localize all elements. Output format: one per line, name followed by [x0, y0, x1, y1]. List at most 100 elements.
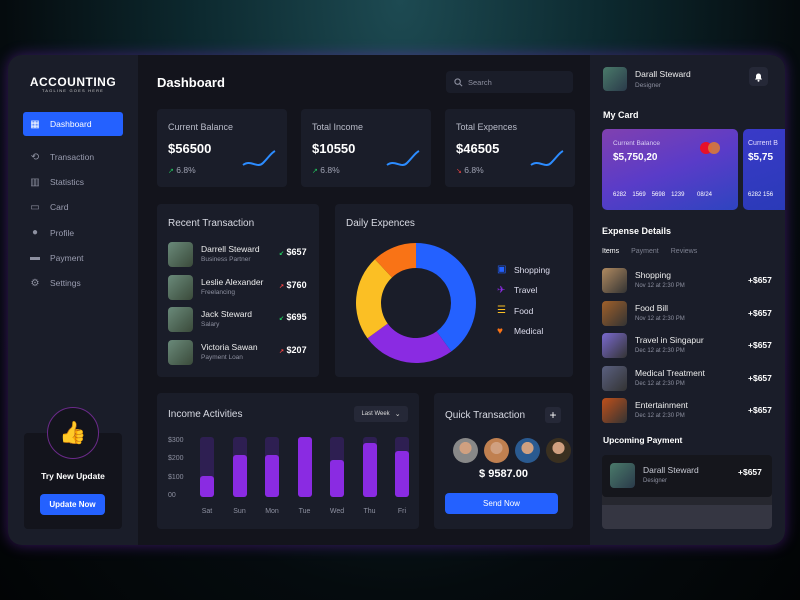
legend-label: Food [514, 305, 534, 316]
tab-payment[interactable]: Payment [631, 248, 659, 255]
search-input[interactable]: Search [446, 71, 573, 93]
legend-label: Travel [514, 285, 538, 295]
sidebar-item-payment[interactable]: ▬ Payment [23, 246, 123, 270]
transaction-row[interactable]: Darrell Steward Business Partner ↙ $657 [168, 242, 313, 268]
contact-avatar[interactable] [546, 438, 571, 463]
tab-reviews[interactable]: Reviews [670, 248, 698, 255]
stat-change: 6.8% [464, 165, 484, 175]
avatar [168, 242, 193, 267]
upcoming-name: Darall Steward [643, 465, 699, 475]
card-expiry: 08/24 [697, 192, 713, 198]
card-number-group: 1239 [671, 192, 685, 198]
profile-role: Designer [635, 82, 662, 89]
transaction-amount: $657 [286, 247, 307, 257]
daily-expences-card: Daily Expences ▣ Shopping ✈ Travel ☰ Food ♥ Med… [335, 204, 573, 377]
upcoming-amount: +$657 [738, 467, 762, 477]
expense-amount: +$657 [748, 372, 772, 383]
expense-date: Nov 12 at 2:30 PM [635, 315, 685, 322]
transaction-name: Jack Steward [201, 309, 253, 319]
sidebar-item-statistics[interactable]: ▥ Statistics [23, 170, 123, 194]
period-select[interactable]: Last Week ⌄ [354, 406, 408, 422]
trend-icon: ↗ [279, 348, 285, 355]
upcoming-role: Designer [643, 478, 668, 484]
contact-avatar[interactable] [484, 438, 509, 463]
avatar [168, 307, 193, 332]
add-contact-button[interactable]: + [545, 407, 561, 423]
x-tick: Tue [298, 508, 311, 515]
card-label: Current Balance [613, 140, 660, 147]
sparkline [242, 150, 276, 166]
transaction-sub: Freelancing [201, 288, 235, 296]
transaction-amount: $695 [286, 312, 307, 322]
stat-value: $56500 [168, 141, 212, 156]
bar-tue [297, 437, 312, 497]
sidebar-item-card[interactable]: ▭ Card [23, 195, 123, 219]
expense-item[interactable]: Food Bill Nov 12 at 2:30 PM +$657 [602, 300, 774, 327]
user-icon: ● [31, 227, 39, 239]
y-tick: 00 [168, 491, 176, 499]
sidebar-item-transaction[interactable]: ⟲ Transaction [23, 145, 123, 169]
trend-icon: ↙ [279, 316, 285, 322]
expense-details-title: Expense Details [602, 226, 672, 236]
page-title: Dashboard [157, 75, 225, 90]
legend-item: ✈ Travel [497, 285, 537, 296]
bar-sun [232, 454, 247, 497]
legend-item: ☰ Food [497, 305, 533, 316]
dashboard-window: ACCOUNTING TAGLINE GOES HERE ▦ Dashboard ⟲… [8, 55, 785, 545]
search-placeholder: Search [468, 77, 492, 87]
mastercard-logo [700, 142, 722, 154]
bank-card-2[interactable]: Current B $5,75 6282 156 [743, 129, 785, 210]
plane-icon: ✈ [497, 284, 506, 296]
stat-value: $46505 [456, 141, 500, 156]
x-tick: Thu [363, 508, 376, 515]
expense-item[interactable]: Entertainment Dec 12 at 2:30 PM +$657 [602, 398, 774, 424]
slice-medical [374, 243, 416, 278]
contact-avatar[interactable] [453, 438, 478, 463]
transaction-row[interactable]: Jack Steward Salary ↙ $695 [168, 307, 313, 333]
quick-transaction-card: Quick Transaction + $ 9587.00 Send Now [434, 393, 573, 529]
contact-avatar[interactable] [515, 438, 540, 463]
notification-button[interactable] [749, 67, 768, 86]
avatar [168, 339, 193, 365]
sidebar-item-profile[interactable]: ● Profile [23, 221, 123, 245]
card-number-group: 5698 [651, 192, 666, 198]
expense-name: Food Bill [635, 302, 669, 313]
shopping-bag-icon: ▣ [497, 264, 507, 275]
sidebar-item-settings[interactable]: ⚙ Settings [23, 271, 123, 295]
legend-item: ♥ Medical [497, 326, 543, 337]
update-now-button[interactable]: Update Now [40, 494, 105, 515]
expense-item[interactable]: Travel in Singapur Dec 12 at 2:30 PM +$6… [602, 333, 774, 359]
expense-amount: +$657 [748, 340, 772, 350]
transaction-row[interactable]: Leslie Alexander Freelancing ↗ $760 [168, 274, 313, 301]
stat-card-2: Total Expences $46505 ↘ 6.8% [445, 109, 575, 187]
expense-thumbnail [602, 398, 627, 423]
trend-icon: ↙ [279, 251, 285, 257]
sparkline [530, 150, 564, 166]
x-tick: Sun [233, 508, 246, 515]
quick-amount: $ 9587.00 [479, 468, 528, 480]
expense-date: Dec 12 at 2:30 PM [635, 380, 685, 387]
profile-name: Darall Steward [635, 69, 691, 79]
card2-balance: $5,75 [748, 152, 774, 163]
stat-label: Current Balance [168, 122, 234, 132]
income-title: Income Activities [168, 409, 243, 420]
transaction-sub: Payment Loan [201, 353, 243, 361]
donut-chart [356, 243, 477, 363]
upcoming-payment-item[interactable]: Darall Steward Designer +$657 [602, 455, 772, 497]
tab-items[interactable]: Items [602, 248, 620, 255]
expense-date: Dec 12 at 2:30 PM [635, 413, 685, 419]
trend-icon: ↗ [279, 283, 285, 290]
transaction-amount: $760 [286, 279, 307, 290]
sidebar-item-label: Dashboard [50, 119, 92, 129]
transaction-row[interactable]: Victoria Sawan Payment Loan ↗ $207 [168, 339, 313, 366]
profile-avatar[interactable] [603, 67, 627, 91]
trend-down-icon: ↘ [456, 168, 462, 175]
expense-thumbnail [602, 365, 627, 391]
bank-card[interactable]: Current Balance $5,750,20 6282 1569 5698 12… [602, 129, 738, 210]
expense-item[interactable]: Shopping Nov 12 at 2:30 PM +$657 [602, 268, 774, 294]
send-now-button[interactable]: Send Now [445, 493, 558, 514]
sidebar: ACCOUNTING TAGLINE GOES HERE ▦ Dashboard ⟲… [8, 55, 138, 545]
expense-item[interactable]: Medical Treatment Dec 12 at 2:30 PM +$65… [602, 365, 774, 392]
recent-transaction-card: Recent Transaction Darrell Steward Busin… [157, 204, 319, 377]
sidebar-item-dashboard[interactable]: ▦ Dashboard [23, 112, 123, 136]
